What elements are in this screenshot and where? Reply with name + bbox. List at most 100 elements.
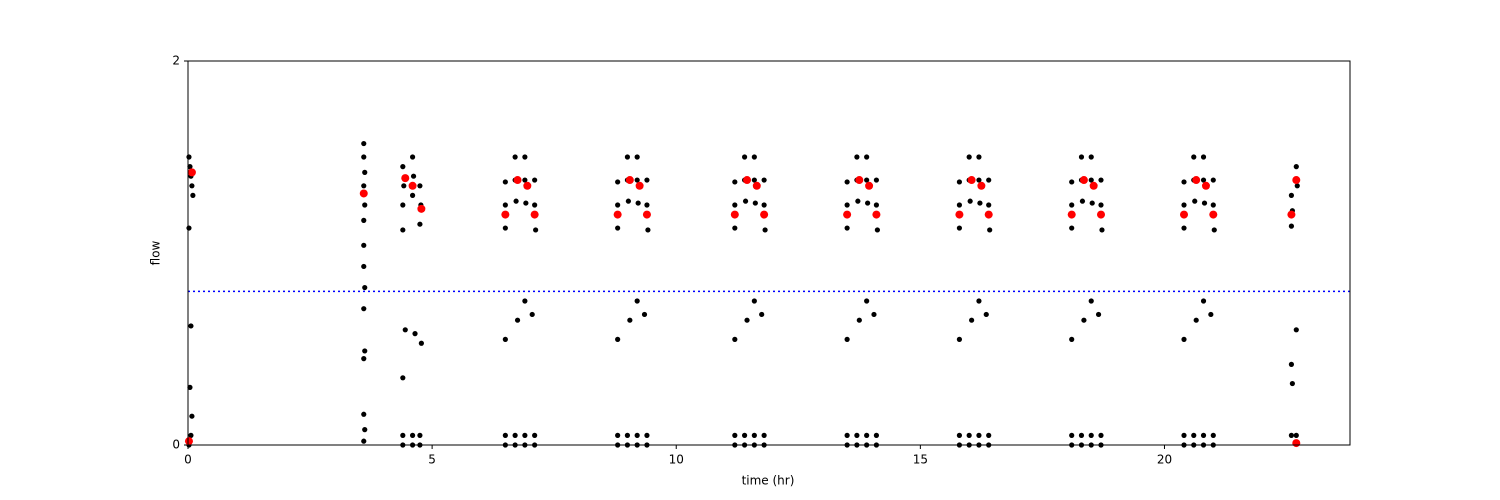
point bbox=[361, 183, 367, 189]
point bbox=[732, 336, 738, 342]
point bbox=[502, 432, 508, 438]
point bbox=[362, 427, 368, 433]
point bbox=[843, 210, 852, 219]
point bbox=[1201, 200, 1208, 206]
point bbox=[730, 210, 739, 219]
point bbox=[871, 311, 877, 318]
point bbox=[1069, 202, 1075, 208]
point bbox=[1088, 177, 1094, 183]
point bbox=[361, 242, 367, 248]
point bbox=[502, 225, 508, 231]
point bbox=[984, 210, 993, 219]
point bbox=[642, 210, 651, 219]
point bbox=[864, 154, 870, 160]
point bbox=[1089, 200, 1095, 206]
point bbox=[362, 284, 368, 291]
point bbox=[400, 164, 406, 170]
point bbox=[844, 225, 850, 231]
point bbox=[359, 189, 368, 198]
point bbox=[977, 181, 986, 190]
point bbox=[532, 432, 538, 438]
point bbox=[532, 177, 538, 183]
point bbox=[742, 198, 749, 204]
point bbox=[1288, 192, 1295, 198]
point bbox=[1192, 198, 1198, 204]
point bbox=[855, 176, 864, 185]
point bbox=[1289, 380, 1295, 387]
point bbox=[1293, 164, 1299, 170]
point bbox=[362, 202, 368, 208]
point bbox=[1200, 432, 1207, 438]
point bbox=[732, 225, 738, 231]
point bbox=[752, 200, 758, 206]
point bbox=[361, 140, 367, 147]
point bbox=[641, 311, 648, 318]
point bbox=[1088, 432, 1094, 438]
point bbox=[976, 432, 982, 438]
point bbox=[401, 183, 407, 189]
point bbox=[1200, 154, 1207, 160]
point bbox=[523, 200, 529, 206]
point bbox=[615, 202, 621, 208]
point bbox=[362, 348, 368, 354]
point bbox=[1181, 179, 1187, 185]
point bbox=[741, 154, 748, 160]
x-tick-label: 20 bbox=[1157, 453, 1172, 467]
point bbox=[1288, 361, 1295, 367]
point bbox=[1292, 439, 1301, 448]
point bbox=[522, 154, 528, 160]
point bbox=[615, 225, 621, 231]
point bbox=[983, 311, 989, 318]
point bbox=[412, 331, 418, 337]
point bbox=[624, 432, 631, 438]
point bbox=[635, 181, 644, 190]
point bbox=[1181, 225, 1187, 231]
point bbox=[1293, 327, 1299, 333]
x-tick-label: 10 bbox=[669, 453, 684, 467]
point bbox=[361, 306, 367, 312]
point bbox=[1069, 432, 1075, 438]
point bbox=[361, 217, 367, 223]
point bbox=[417, 204, 426, 213]
point bbox=[400, 432, 406, 438]
point bbox=[1200, 298, 1207, 304]
point bbox=[751, 177, 757, 183]
point bbox=[409, 154, 416, 160]
point bbox=[966, 154, 972, 160]
point bbox=[1095, 311, 1102, 318]
point bbox=[502, 202, 508, 208]
point bbox=[761, 432, 767, 438]
point bbox=[409, 192, 416, 198]
point bbox=[1292, 176, 1301, 185]
point bbox=[624, 154, 631, 160]
point bbox=[1201, 181, 1210, 190]
point bbox=[418, 340, 424, 346]
point bbox=[361, 263, 367, 270]
point bbox=[752, 181, 761, 190]
point bbox=[874, 227, 880, 233]
point bbox=[514, 317, 521, 323]
point bbox=[732, 202, 738, 208]
point bbox=[956, 336, 963, 342]
point bbox=[741, 432, 748, 438]
point bbox=[1098, 177, 1104, 183]
point bbox=[361, 438, 367, 444]
point bbox=[1088, 154, 1094, 160]
point bbox=[1191, 154, 1197, 160]
point bbox=[190, 192, 196, 198]
point bbox=[865, 181, 874, 190]
point bbox=[530, 210, 539, 219]
point bbox=[1294, 183, 1300, 189]
point bbox=[986, 202, 992, 208]
point bbox=[625, 198, 631, 204]
point bbox=[188, 432, 194, 438]
point bbox=[1181, 432, 1187, 438]
x-axis-label: time (hr) bbox=[742, 474, 795, 488]
point bbox=[502, 179, 508, 185]
point bbox=[615, 432, 621, 438]
point bbox=[976, 298, 982, 304]
point bbox=[184, 437, 193, 446]
point bbox=[854, 154, 860, 160]
